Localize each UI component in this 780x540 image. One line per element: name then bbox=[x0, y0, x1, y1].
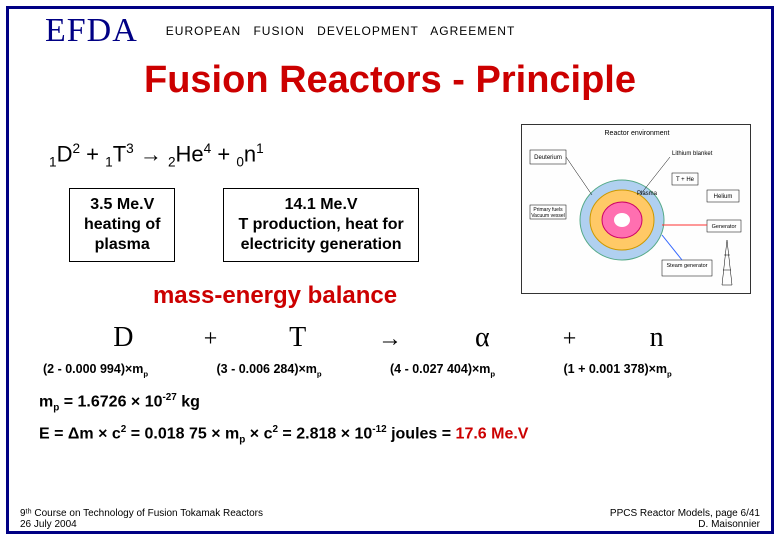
label-generator: Generator bbox=[712, 224, 737, 230]
reactor-svg: Reactor environment Deuterium Primary fu… bbox=[522, 125, 751, 294]
d-sym: D bbox=[57, 141, 73, 166]
mass-alpha: (4 - 0.027 404)×mp bbox=[390, 362, 564, 379]
box2-l2: T production, heat for bbox=[238, 215, 403, 235]
mass-n: (1 + 0.001 378)×mp bbox=[564, 362, 738, 379]
proton-mass-line: mp = 1.6726 × 10-27 kg bbox=[39, 392, 741, 414]
balance-heading: mass-energy balance bbox=[39, 282, 511, 310]
energy-result: 17.6 Me.V bbox=[456, 425, 529, 442]
alpha-energy-box: 3.5 Me.V heating of plasma bbox=[69, 188, 175, 262]
label-steam: Steam generator bbox=[667, 263, 708, 269]
balance-masses-row: (2 - 0.000 994)×mp (3 - 0.006 284)×mp (4… bbox=[39, 362, 741, 379]
footer-right: PPCS Reactor Models, page 6/41 D. Maison… bbox=[610, 508, 760, 530]
slide-title: Fusion Reactors - Principle bbox=[9, 59, 771, 102]
plus1: + bbox=[80, 141, 105, 166]
bal-plus1: + bbox=[198, 326, 224, 353]
he-sub: 2 bbox=[168, 155, 176, 170]
reactor-diagram: Reactor environment Deuterium Primary fu… bbox=[521, 124, 751, 294]
plus2: + bbox=[211, 141, 236, 166]
n-sup: 1 bbox=[256, 141, 264, 156]
footer-page: PPCS Reactor Models, page 6/41 bbox=[610, 508, 760, 519]
footer-author: D. Maisonnier bbox=[610, 519, 760, 530]
he-sym: He bbox=[176, 141, 204, 166]
header-bar: EFDA EUROPEAN FUSION DEVELOPMENT AGREEME… bbox=[9, 9, 771, 53]
footer-left: 9ᵗʰ Course on Technology of Fusion Tokam… bbox=[20, 508, 263, 530]
neutron-energy-box: 14.1 Me.V T production, heat for electri… bbox=[223, 188, 418, 262]
bal-d: D bbox=[49, 322, 198, 354]
box1-l1: 3.5 Me.V bbox=[84, 195, 160, 215]
t-sup: 3 bbox=[126, 141, 134, 156]
box1-l3: plasma bbox=[84, 235, 160, 255]
efda-acronym: EUROPEAN FUSION DEVELOPMENT AGREEMENT bbox=[166, 24, 516, 38]
label-deuterium: Deuterium bbox=[534, 155, 562, 161]
d-sub: 1 bbox=[49, 155, 57, 170]
slide-frame: EFDA EUROPEAN FUSION DEVELOPMENT AGREEME… bbox=[6, 6, 774, 534]
box2-l3: electricity generation bbox=[238, 235, 403, 255]
label-lithium: Lithium blanket bbox=[672, 151, 713, 157]
slide-footer: 9ᵗʰ Course on Technology of Fusion Tokam… bbox=[20, 508, 760, 530]
footer-course: 9ᵗʰ Course on Technology of Fusion Tokam… bbox=[20, 508, 263, 519]
mass-d: (2 - 0.000 994)×mp bbox=[43, 362, 217, 379]
n-sub: 0 bbox=[236, 155, 244, 170]
d-sup: 2 bbox=[72, 141, 80, 156]
efda-logo: EFDA bbox=[45, 12, 138, 50]
mass-t: (3 - 0.006 284)×mp bbox=[217, 362, 391, 379]
label-th: T + He bbox=[676, 177, 695, 183]
footer-date: 26 July 2004 bbox=[20, 519, 263, 530]
energy-equation-line: E = Δm × c2 = 0.018 75 × mp × c2 = 2.818… bbox=[39, 424, 741, 447]
arrow: → bbox=[134, 141, 168, 166]
t-sym: T bbox=[113, 141, 126, 166]
bal-plus2: + bbox=[557, 326, 583, 353]
bal-n: n bbox=[582, 322, 731, 354]
box1-l2: heating of bbox=[84, 215, 160, 235]
diagram-title: Reactor environment bbox=[605, 130, 670, 137]
n-sym: n bbox=[244, 141, 256, 166]
balance-symbols-row: D + T → α + n bbox=[39, 322, 741, 354]
box2-l1: 14.1 Me.V bbox=[238, 195, 403, 215]
bal-arrow: → bbox=[372, 326, 408, 353]
label-plasma: Plasma bbox=[637, 191, 658, 197]
t-sub: 1 bbox=[105, 155, 113, 170]
label-helium: Helium bbox=[714, 194, 733, 200]
content-area: Reactor environment Deuterium Primary fu… bbox=[39, 119, 741, 491]
bal-t: T bbox=[223, 322, 372, 354]
bal-alpha: α bbox=[408, 322, 557, 354]
label-vacuum: Vacuum vessel bbox=[531, 213, 565, 219]
